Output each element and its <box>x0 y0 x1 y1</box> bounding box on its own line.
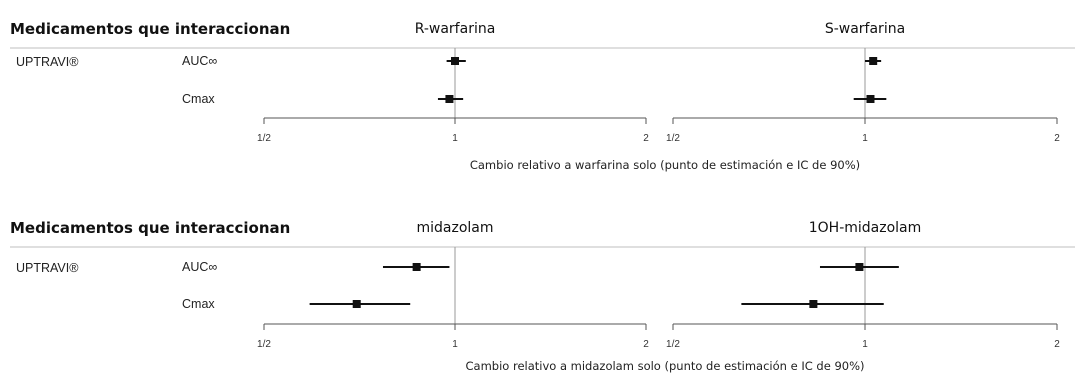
panel-title: S-warfarina <box>825 21 905 37</box>
row-header-title: Medicamentos que interaccionan <box>10 219 290 237</box>
x-tick-label: 2 <box>1054 339 1060 350</box>
panel-title: 1OH-midazolam <box>809 220 922 236</box>
x-tick-label: 1/2 <box>666 133 680 144</box>
point-estimate <box>451 57 459 65</box>
x-tick-label: 1/2 <box>257 339 271 350</box>
row-label: AUC∞ <box>182 260 217 274</box>
x-tick-label: 2 <box>1054 133 1060 144</box>
x-tick-label: 1 <box>862 339 868 350</box>
x-tick-label: 1 <box>862 133 868 144</box>
x-tick-label: 1 <box>452 339 458 350</box>
row-header-title: Medicamentos que interaccionan <box>10 20 290 38</box>
point-estimate <box>445 95 454 103</box>
point-estimate <box>352 300 361 308</box>
x-tick-label: 2 <box>643 133 649 144</box>
panel-title: R-warfarina <box>415 21 496 37</box>
x-tick-label: 1 <box>452 133 458 144</box>
point-estimate <box>855 263 864 271</box>
x-axis-label: Cambio relativo a warfarina solo (punto … <box>470 158 860 172</box>
x-axis-label: Cambio relativo a midazolam solo (punto … <box>466 359 865 373</box>
x-tick-label: 1/2 <box>257 133 271 144</box>
row-label: Cmax <box>182 92 215 106</box>
point-estimate <box>866 95 875 103</box>
x-tick-label: 2 <box>643 339 649 350</box>
panel-title: midazolam <box>416 220 493 236</box>
row-label: AUC∞ <box>182 54 217 68</box>
drug-label: UPTRAVI® <box>16 261 79 275</box>
point-estimate <box>869 57 878 65</box>
x-tick-label: 1/2 <box>666 339 680 350</box>
row-label: Cmax <box>182 297 215 311</box>
point-estimate <box>412 263 421 271</box>
drug-label: UPTRAVI® <box>16 55 79 69</box>
point-estimate <box>809 300 818 308</box>
